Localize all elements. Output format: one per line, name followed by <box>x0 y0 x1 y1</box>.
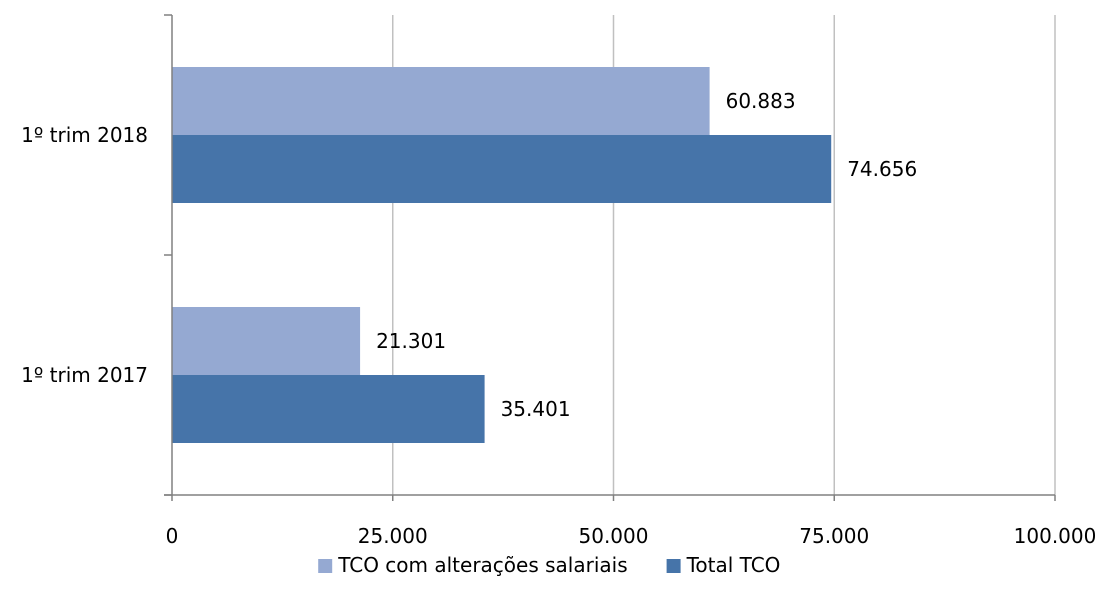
x-tick-label: 25.000 <box>358 524 428 548</box>
bar <box>172 67 710 135</box>
legend-swatch <box>666 559 681 573</box>
category-label: 1º trim 2017 <box>21 363 148 387</box>
data-label: 60.883 <box>726 89 796 113</box>
x-tick-label: 0 <box>166 524 179 548</box>
data-label: 21.301 <box>376 329 446 353</box>
x-tick-label: 50.000 <box>579 524 649 548</box>
legend-label: TCO com alterações salariais <box>337 553 627 577</box>
legend-swatch <box>318 559 333 573</box>
category-labels: 1º trim 2017 1º trim 2018 <box>21 123 148 387</box>
category-label: 1º trim 2018 <box>21 123 148 147</box>
data-label: 35.401 <box>501 397 571 421</box>
x-tick-label: 100.000 <box>1014 524 1097 548</box>
tick-labels: 0 25.000 50.000 75.000 100.000 <box>166 524 1097 548</box>
axes <box>164 14 1056 501</box>
x-tick-label: 75.000 <box>799 524 869 548</box>
data-label: 74.656 <box>847 157 917 181</box>
data-labels: 21.301 35.401 60.883 74.656 <box>376 89 917 421</box>
bar <box>172 375 485 443</box>
bar <box>172 307 361 375</box>
bar <box>172 135 832 203</box>
legend-label: Total TCO <box>686 553 781 577</box>
legend: TCO com alterações salariais Total TCO <box>318 553 780 577</box>
bars <box>172 67 832 443</box>
